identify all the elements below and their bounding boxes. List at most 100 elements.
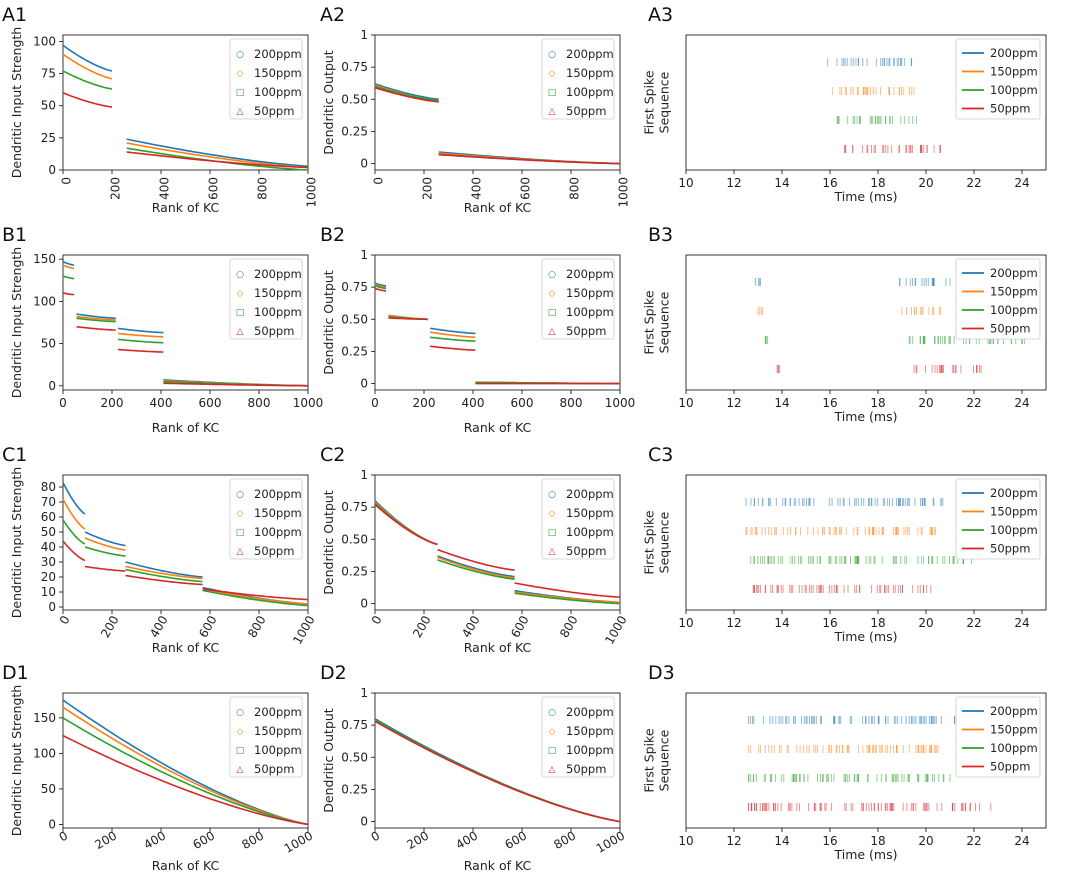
legend-entry: 150ppm: [990, 285, 1038, 299]
series-line-50ppm: [163, 382, 308, 387]
x-tick-label: 800: [551, 829, 578, 853]
x-tick-label: 400: [459, 613, 483, 640]
legend-entry: 150ppm: [990, 505, 1038, 519]
x-tick-label: 600: [196, 613, 220, 640]
legend-marker: ○: [236, 708, 244, 718]
legend-entry: 200ppm: [254, 705, 302, 719]
legend-entry: 50ppm: [990, 760, 1030, 774]
series-line-150ppm: [62, 706, 309, 826]
series-line-150ppm: [437, 556, 515, 579]
legend-marker: △: [549, 765, 556, 775]
panel-label-c1: C1: [2, 444, 27, 466]
series-line-100ppm: [62, 717, 309, 826]
x-tick-label: 24: [1014, 616, 1029, 630]
legend-entry: 50ppm: [990, 542, 1030, 556]
y-tick-label: 30: [41, 555, 56, 569]
legend-box: [229, 696, 303, 778]
y-axis-label: First SpikeSequence: [642, 728, 672, 792]
x-tick-label: 18: [870, 834, 885, 848]
x-tick-label: 12: [726, 834, 741, 848]
legend-entry: 150ppm: [990, 723, 1038, 737]
y-tick-label: 50: [41, 99, 56, 113]
x-tick-label: 20: [918, 396, 933, 410]
x-axis-label: Rank of KC: [464, 640, 532, 655]
y-axis-label: Dendritic Input Strength: [9, 685, 24, 836]
y-axis-label-line: First Spike: [642, 70, 657, 134]
legend-marker: ○: [236, 270, 244, 280]
series-line-50ppm: [514, 582, 621, 598]
y-tick-label: 0.25: [341, 564, 368, 578]
axes-frame: [374, 692, 621, 829]
series-line-50ppm: [437, 548, 515, 571]
legend-marker: □: [548, 746, 557, 756]
y-tick-label: 1: [360, 248, 368, 262]
series-line-150ppm: [126, 142, 309, 169]
series-line-100ppm: [125, 568, 203, 583]
legend-box: [541, 478, 615, 560]
legend-marker: □: [548, 88, 557, 98]
axes-frame: [374, 254, 621, 391]
legend-marker: ○: [548, 708, 556, 718]
panel-b3: B3 10 12 14 16 18 20 22 24 Time (ms) First SpikeSe…: [642, 224, 1047, 424]
series-line-100ppm: [118, 338, 164, 344]
series-line-50ppm: [62, 92, 113, 108]
x-tick-label: 16: [822, 616, 837, 630]
y-tick-label: 0.50: [341, 750, 368, 764]
series-line-100ppm: [62, 275, 74, 280]
legend-entry: 200ppm: [990, 486, 1038, 500]
legend-entry: 150ppm: [566, 66, 614, 80]
series-line-200ppm: [62, 261, 75, 266]
legend-entry: 150ppm: [566, 724, 614, 738]
y-tick-label: 40: [41, 540, 56, 554]
y-tick-label: 0: [48, 817, 56, 831]
legend-marker: □: [236, 528, 245, 538]
legend-marker: △: [549, 107, 556, 117]
legend-entry: 200ppm: [254, 267, 302, 281]
x-tick-label: 1000: [605, 396, 636, 410]
x-tick-label: 0: [369, 613, 385, 627]
x-tick-label: 18: [870, 176, 885, 190]
legend-entry: 100ppm: [254, 743, 302, 757]
x-tick-label: 200: [101, 396, 124, 410]
series-line-200ppm: [76, 313, 116, 320]
legend-marker: □: [236, 746, 245, 756]
y-axis-label: Dendritic Input Strength: [9, 27, 24, 178]
legend-entry: 150ppm: [254, 724, 302, 738]
x-tick-label: 10: [678, 176, 693, 190]
series-line-50ppm: [62, 734, 309, 826]
legend-marker: □: [548, 308, 557, 318]
legend-marker: □: [548, 528, 557, 538]
x-tick-label: 14: [774, 834, 789, 848]
panel-label-d2: D2: [320, 662, 347, 684]
axes-frame: [374, 34, 621, 171]
axes-frame: [62, 254, 309, 391]
x-tick-label: 1000: [617, 177, 631, 208]
x-tick-label: 20: [918, 834, 933, 848]
x-tick-label: 200: [413, 396, 436, 410]
x-axis-label: Rank of KC: [152, 858, 220, 873]
panel-a3: A3 10 12 14 16 18 20 22 24 Time (ms) First SpikeSe…: [642, 4, 1047, 204]
y-tick-label: 10: [41, 585, 56, 599]
series-line-200ppm: [62, 44, 113, 72]
series-line-100ppm: [374, 85, 439, 102]
legend-marker: ◇: [237, 727, 244, 737]
y-tick-label: 75: [41, 67, 56, 81]
panel-label-c2: C2: [320, 444, 345, 466]
series-line-50ppm: [202, 588, 309, 601]
panel-label-c3: C3: [648, 444, 673, 466]
series-line-100ppm: [84, 546, 126, 557]
x-tick-label: 24: [1014, 176, 1029, 190]
y-axis-label-line: First Spike: [642, 728, 657, 792]
legend-marker: △: [237, 107, 244, 117]
y-tick-label: 0: [360, 157, 368, 171]
panel-d2: D2 0 200 400 600 800 1000 Rank of KC 0 0.25 0.50 0.…: [320, 662, 627, 873]
y-tick-label: 150: [33, 711, 56, 725]
x-tick-label: 0: [372, 177, 386, 185]
series-line-100ppm: [430, 336, 476, 342]
legend-marker: ◇: [549, 69, 556, 79]
legend-entry: 50ppm: [254, 324, 294, 338]
x-tick-label: 1000: [290, 613, 317, 646]
legend-marker: ○: [548, 50, 556, 60]
y-tick-label: 20: [41, 570, 56, 584]
y-axis-label: Dendritic Input Strength: [9, 247, 24, 398]
